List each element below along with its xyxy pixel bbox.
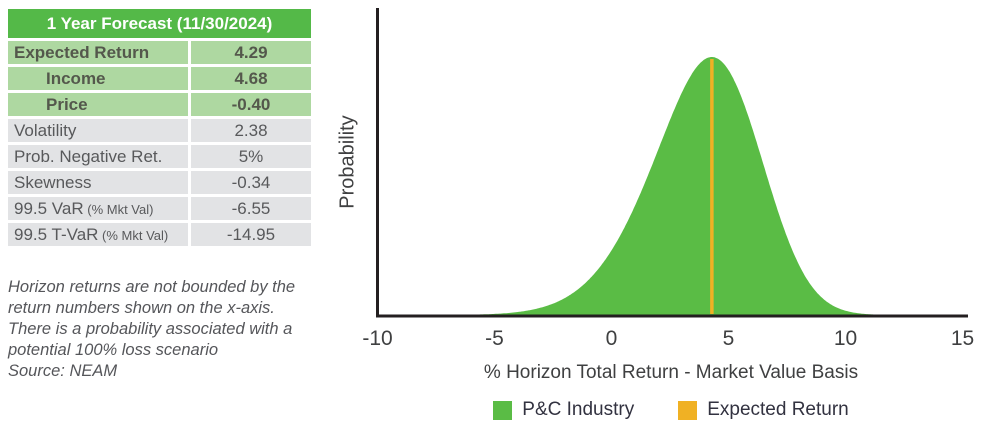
row-label: Expected Return bbox=[8, 41, 188, 64]
row-label-text: Price bbox=[46, 95, 88, 114]
pc-industry-curve bbox=[377, 57, 963, 315]
row-label-text: Skewness bbox=[14, 173, 92, 192]
row-value: -6.55 bbox=[191, 197, 311, 220]
footnote-line: potential 100% loss scenario bbox=[8, 341, 219, 359]
x-tick-label: 5 bbox=[722, 327, 735, 350]
footnote-line: return numbers shown on the x-axis. bbox=[8, 299, 275, 317]
legend-item-expected-return: Expected Return bbox=[678, 399, 849, 421]
x-tick-label: -10 bbox=[362, 327, 393, 350]
row-label: Prob. Negative Ret. bbox=[8, 145, 188, 168]
x-tick-label: 0 bbox=[605, 327, 618, 350]
source-credit: Source: NEAM bbox=[8, 362, 118, 380]
row-label-text: 99.5 VaR bbox=[14, 199, 84, 218]
row-value: -0.34 bbox=[191, 171, 311, 194]
row-label: Income bbox=[8, 67, 188, 90]
row-value: 5% bbox=[191, 145, 311, 168]
table-row: Income 4.68 bbox=[8, 67, 311, 90]
x-tick-label: -5 bbox=[485, 327, 504, 350]
forecast-table-header: 1 Year Forecast (11/30/2024) bbox=[8, 9, 311, 38]
forecast-table: 1 Year Forecast (11/30/2024) Expected Re… bbox=[8, 9, 311, 246]
table-row: 99.5 VaR (% Mkt Val) -6.55 bbox=[8, 197, 311, 220]
footnote-line: There is a probability associated with a bbox=[8, 320, 293, 338]
row-label: Price bbox=[8, 93, 188, 116]
row-label: Volatility bbox=[8, 119, 188, 142]
row-value: -0.40 bbox=[191, 93, 311, 116]
x-tick-label: 10 bbox=[833, 327, 858, 350]
table-row: Volatility 2.38 bbox=[8, 119, 311, 142]
legend-label: P&C Industry bbox=[522, 399, 635, 420]
row-label: 99.5 T-VaR (% Mkt Val) bbox=[8, 223, 188, 246]
row-value: 2.38 bbox=[191, 119, 311, 142]
row-label: Skewness bbox=[8, 171, 188, 194]
x-tick-label: 15 bbox=[950, 327, 975, 350]
chart-legend: P&C Industry Expected Return bbox=[378, 399, 964, 421]
row-value: -14.95 bbox=[191, 223, 311, 246]
footnote: Horizon returns are not bounded by the r… bbox=[8, 277, 295, 382]
row-label-text: Volatility bbox=[14, 121, 77, 140]
row-label: 99.5 VaR (% Mkt Val) bbox=[8, 197, 188, 220]
footnote-line: Horizon returns are not bounded by the bbox=[8, 278, 296, 296]
row-label-suffix: (% Mkt Val) bbox=[83, 202, 154, 217]
legend-item-pc-industry: P&C Industry bbox=[493, 399, 634, 421]
row-label-text: Prob. Negative Ret. bbox=[14, 147, 163, 166]
row-label-text: 99.5 T-VaR bbox=[14, 225, 99, 244]
row-value: 4.29 bbox=[191, 41, 311, 64]
row-label-text: Expected Return bbox=[14, 43, 150, 62]
green-swatch-icon bbox=[493, 400, 513, 420]
row-value: 4.68 bbox=[191, 67, 311, 90]
orange-swatch-icon bbox=[678, 400, 698, 420]
legend-label: Expected Return bbox=[707, 399, 849, 420]
table-row: Price -0.40 bbox=[8, 93, 311, 116]
x-axis-title: % Horizon Total Return - Market Value Ba… bbox=[483, 362, 859, 383]
row-label-text: Income bbox=[46, 69, 106, 88]
table-row: 99.5 T-VaR (% Mkt Val) -14.95 bbox=[8, 223, 311, 246]
table-row: Prob. Negative Ret. 5% bbox=[8, 145, 311, 168]
table-row: Expected Return 4.29 bbox=[8, 41, 311, 64]
row-label-suffix: (% Mkt Val) bbox=[98, 228, 169, 243]
table-row: Skewness -0.34 bbox=[8, 171, 311, 194]
y-axis-label: Probability bbox=[336, 115, 359, 209]
forecast-rows: Expected Return 4.29 Income 4.68 Price -0.40 V… bbox=[8, 41, 311, 246]
